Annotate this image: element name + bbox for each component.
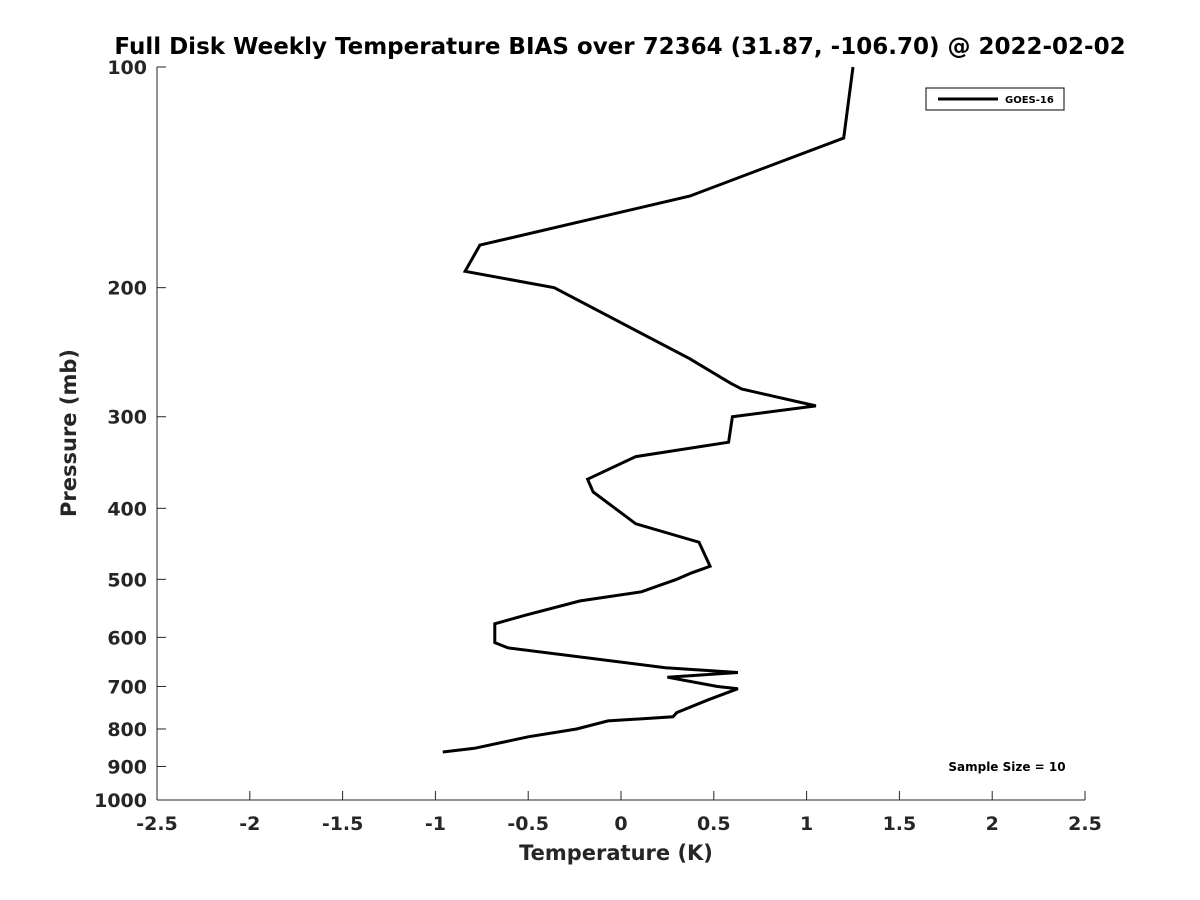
y-tick-label: 1000 <box>94 790 147 812</box>
series-layer <box>442 66 855 754</box>
y-tick-label: 200 <box>107 278 147 300</box>
x-tick-label: 1 <box>800 813 813 835</box>
x-tick-label: -0.5 <box>507 813 549 835</box>
series-line-goes-16 <box>442 66 855 754</box>
y-tick-label: 800 <box>107 719 147 741</box>
x-tick-label: 2.5 <box>1068 813 1102 835</box>
sample-size-annotation: Sample Size = 10 <box>948 760 1065 774</box>
y-tick-label: 600 <box>107 627 147 649</box>
y-tick-label: 400 <box>107 498 147 520</box>
x-tick-label: 1.5 <box>883 813 917 835</box>
y-tick-label: 500 <box>107 569 147 591</box>
y-tick-label: 300 <box>107 407 147 429</box>
legend-label-goes-16: GOES-16 <box>1005 95 1054 106</box>
x-tick-label: -2.5 <box>136 813 178 835</box>
x-tick-label: 2 <box>986 813 999 835</box>
y-axis-label: Pressure (mb) <box>57 349 81 517</box>
x-tick-label: 0.5 <box>697 813 731 835</box>
plot-axes <box>156 67 1085 801</box>
x-tick-label: -1.5 <box>322 813 364 835</box>
y-tick-label: 900 <box>107 756 147 778</box>
x-axis-label: Temperature (K) <box>519 841 713 865</box>
x-tick-label: -2 <box>239 813 260 835</box>
y-tick-label: 700 <box>107 676 147 698</box>
legend: GOES-16 <box>925 87 1065 111</box>
y-axis-ticks: 100 200 300 400 500 600 700 800 900 1000 <box>94 57 166 812</box>
x-tick-label: 0 <box>614 813 627 835</box>
y-tick-label: 100 <box>107 57 147 79</box>
x-tick-label: -1 <box>425 813 446 835</box>
chart-title: Full Disk Weekly Temperature BIAS over 7… <box>114 34 1125 60</box>
x-axis-ticks: -2.5 -2 -1.5 -1 -0.5 0 0.5 1 1.5 2 2.5 <box>136 791 1102 835</box>
